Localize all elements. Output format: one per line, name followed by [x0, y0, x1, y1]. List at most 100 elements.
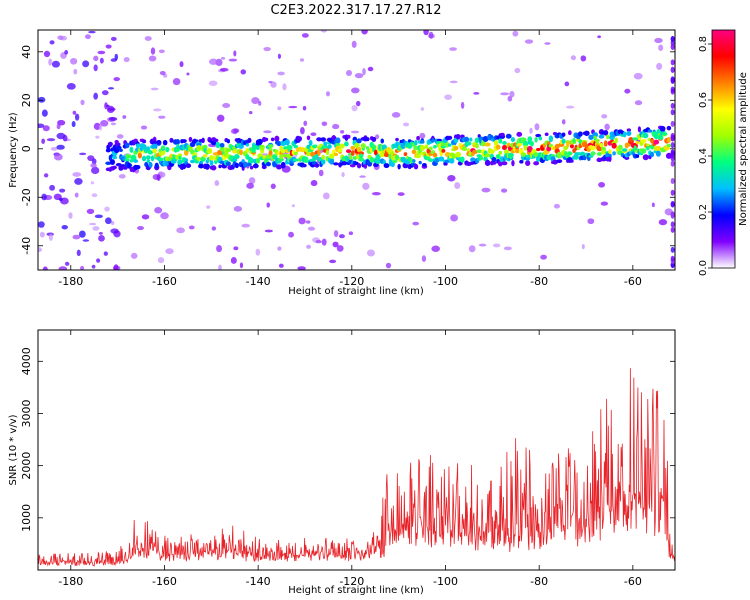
noise-blob [670, 59, 675, 66]
noise-blob [216, 245, 223, 253]
ridge-cell [505, 133, 512, 139]
ridge-cell [469, 137, 473, 142]
ridge-cell [184, 158, 189, 163]
noise-blob [72, 110, 77, 115]
ridge-cell [202, 144, 208, 150]
noise-blob [307, 226, 316, 231]
ridge-cell [218, 164, 222, 169]
ridge-cell [186, 164, 190, 169]
noise-blob [58, 266, 68, 270]
noise-blob [214, 180, 220, 186]
ridge-cell [198, 163, 204, 169]
ridge-cell [626, 130, 632, 137]
ridge-cell [108, 141, 113, 148]
spectrogram-y-axis-label: Frequency (Hz) [8, 112, 19, 188]
ridge-cell [181, 139, 187, 143]
ridge-cell [499, 132, 505, 137]
ridge-cell [112, 165, 117, 170]
snr-plot-area [38, 330, 675, 570]
ridge-cell [255, 145, 260, 151]
ridge-cell [570, 159, 574, 163]
ridge-cell [380, 138, 385, 144]
noise-blob [89, 222, 97, 226]
ridge-cell [447, 143, 452, 147]
noise-blob [264, 229, 273, 233]
ridge-cell [202, 154, 208, 158]
noise-blob [38, 123, 45, 129]
noise-blob [303, 120, 308, 127]
ridge-cell [650, 138, 654, 144]
noise-blob [277, 246, 282, 251]
ridge-cell [152, 148, 158, 154]
noise-blob [113, 230, 121, 238]
noise-blob [150, 47, 156, 55]
noise-blob [48, 233, 53, 241]
ridge-cell [349, 155, 353, 160]
ridge-cell [561, 132, 566, 137]
noise-blob [91, 264, 96, 269]
noise-blob [306, 244, 311, 249]
x-tick-label: -60 [624, 275, 642, 288]
noise-blob [633, 72, 643, 80]
ridge-cell [325, 150, 330, 156]
ridge-cell [253, 163, 258, 169]
noise-blob [157, 257, 165, 264]
figure-title: C2E3.2022.317.17.27.R12 [270, 3, 441, 18]
ridge-cell [556, 151, 562, 159]
noise-blob [159, 70, 166, 76]
spectrogram-x-axis-label: Height of straight line (km) [288, 286, 424, 297]
noise-blob [158, 49, 165, 54]
noise-blob [600, 201, 609, 206]
noise-blob [233, 206, 243, 212]
noise-blob [278, 263, 284, 268]
ridge-cell [298, 136, 303, 142]
noise-blob [321, 238, 327, 246]
ridge-cell [133, 159, 139, 163]
ridge-cell [508, 154, 513, 160]
noise-blob [56, 123, 61, 130]
noise-blob [76, 249, 81, 257]
ridge-cell [219, 160, 225, 165]
ridge-cell [592, 132, 599, 138]
noise-blob [73, 68, 78, 75]
ridge-cell [219, 143, 225, 148]
noise-blob [332, 123, 340, 130]
ridge-cell [449, 158, 455, 164]
noise-blob [305, 220, 311, 224]
ridge-cell [145, 155, 151, 160]
ridge-cell [225, 161, 231, 166]
ridge-cell [519, 159, 524, 164]
noise-blob [670, 35, 675, 42]
ridge-cell [600, 150, 607, 155]
x-tick-label: -100 [433, 275, 458, 288]
ridge-cell [635, 140, 640, 145]
ridge-cell [152, 140, 157, 145]
ridge-cell [628, 136, 634, 143]
ridge-cell [286, 144, 293, 151]
noise-blob [110, 122, 117, 126]
ridge-cell [622, 131, 627, 138]
noise-blob [79, 152, 87, 156]
ridge-cell [280, 161, 286, 169]
ridge-cell [316, 137, 322, 142]
noise-blob [160, 212, 169, 220]
noise-blob [188, 225, 195, 230]
noise-blob [310, 132, 317, 137]
noise-blob [92, 226, 100, 231]
noise-blob [540, 254, 547, 260]
ridge-cell [411, 149, 417, 155]
noise-blob [501, 188, 508, 193]
ridge-cell [111, 155, 118, 160]
noise-blob [500, 92, 510, 96]
noise-blob [101, 90, 109, 96]
ridge-cell [130, 154, 137, 161]
noise-blob [51, 60, 60, 68]
noise-blob [106, 105, 115, 114]
ridge-cell [156, 140, 162, 144]
ridge-cell [482, 136, 489, 142]
ridge-cell [201, 137, 205, 144]
noise-blob [56, 144, 65, 150]
noise-blob [423, 30, 429, 36]
ridge-cell [461, 146, 468, 151]
noise-blob [345, 70, 353, 76]
